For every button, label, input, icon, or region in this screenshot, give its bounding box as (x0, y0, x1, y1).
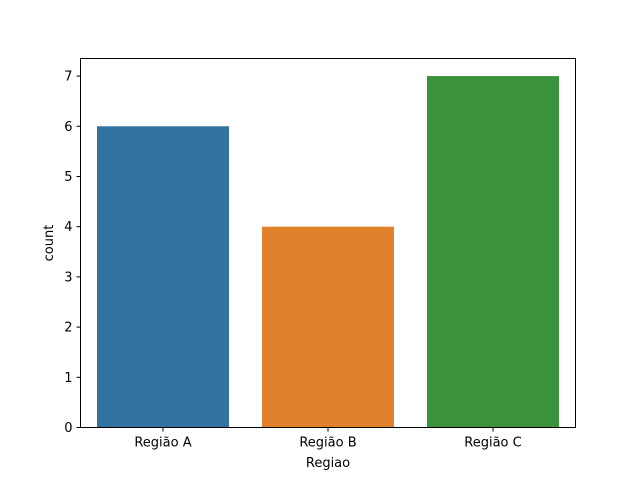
bar-1 (97, 126, 229, 428)
y-tick-label: 7 (64, 70, 72, 85)
plot-frame (80, 58, 576, 428)
x-tick-label: Região C (464, 436, 521, 451)
y-tick-label: 1 (64, 371, 72, 386)
bar-3 (427, 76, 559, 428)
y-tick-label: 5 (64, 170, 72, 185)
bars-layer (97, 76, 559, 428)
y-tick-label: 0 (64, 421, 72, 436)
y-tick-label: 3 (64, 270, 72, 285)
x-tick-label: Região A (134, 436, 191, 451)
x-axis-ticks: Região A Região B Região C (134, 427, 522, 451)
y-axis-label: count (42, 225, 57, 262)
bar-2 (262, 226, 394, 428)
y-tick-label: 2 (64, 321, 72, 336)
x-axis-label: Regiao (306, 456, 350, 471)
y-tick-label: 6 (64, 120, 72, 135)
y-axis-ticks: 0 1 2 3 4 5 6 7 (64, 70, 81, 436)
x-tick-label: Região B (299, 436, 356, 451)
y-tick-label: 4 (64, 220, 72, 235)
